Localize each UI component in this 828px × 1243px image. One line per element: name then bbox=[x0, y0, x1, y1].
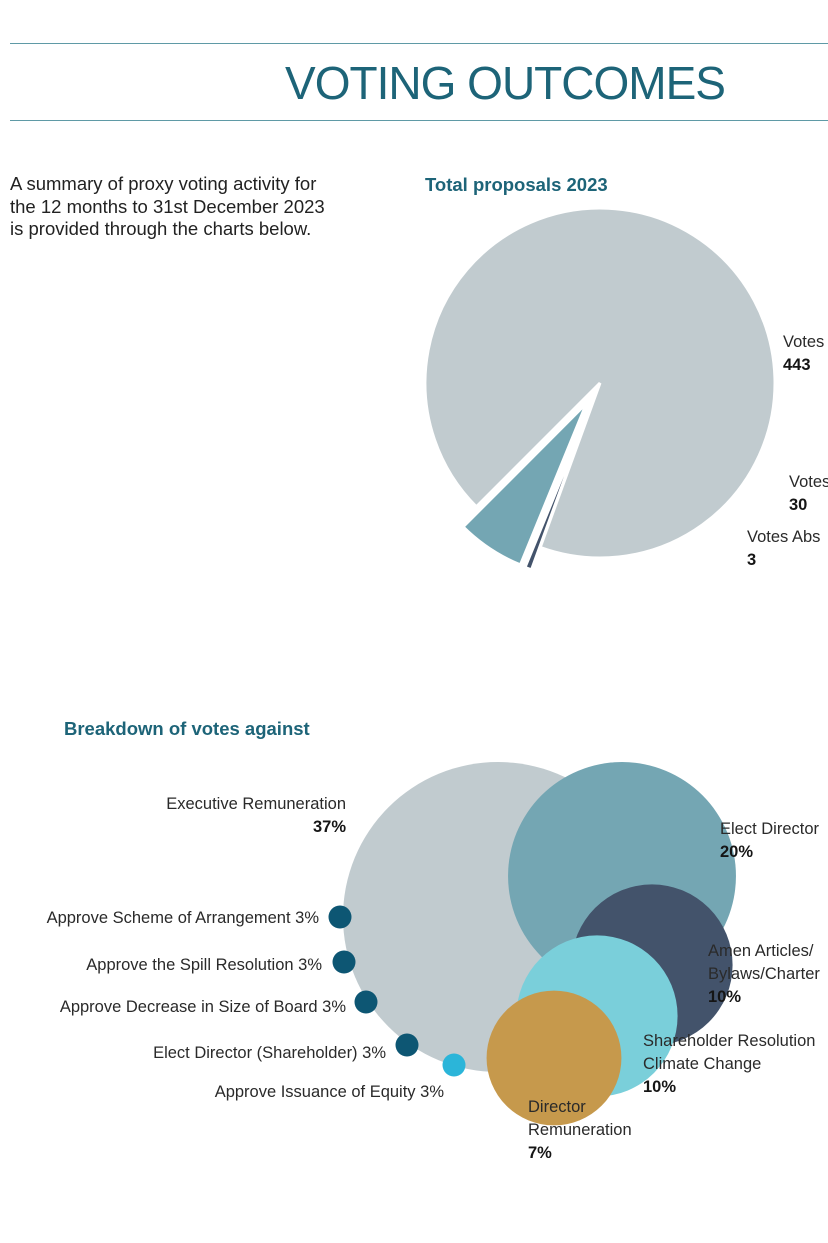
intro-line: the 12 months to 31st December 2023 bbox=[10, 195, 325, 217]
bubble-approve-scheme-of-arrangement bbox=[328, 905, 352, 929]
pie-slice-label: Votes Abs bbox=[747, 528, 820, 546]
top-divider bbox=[10, 43, 828, 44]
bubble-label: Bylaws/Charter bbox=[708, 965, 820, 983]
bubble-director-remuneration bbox=[486, 990, 622, 1126]
pie-chart-title: Total proposals 2023 bbox=[425, 174, 608, 195]
bubble-label: Approve Scheme of Arrangement 3% bbox=[47, 909, 320, 927]
bubble-elect-director-shareholder bbox=[395, 1033, 419, 1057]
bubble-label: Approve Issuance of Equity 3% bbox=[215, 1083, 445, 1101]
bubble-label: Director bbox=[528, 1098, 586, 1116]
pie-slice-value: 3 bbox=[747, 551, 756, 569]
bubble-label: Executive Remuneration bbox=[166, 795, 346, 813]
bubble-value: 10% bbox=[708, 988, 741, 1006]
intro-line: A summary of proxy voting activity for bbox=[10, 173, 317, 194]
bubble-label: Shareholder Resolution bbox=[643, 1032, 815, 1050]
bubble-label: Amen Articles/ bbox=[708, 942, 814, 960]
pie-slice-3 bbox=[523, 404, 593, 572]
pie-slice-2 bbox=[460, 401, 589, 567]
intro-text: A summary of proxy voting activity for t… bbox=[10, 173, 370, 241]
bubble-label: Approve Decrease in Size of Board 3% bbox=[60, 998, 346, 1016]
bubble-label: Approve the Spill Resolution 3% bbox=[86, 956, 322, 974]
bubble-label: Remuneration bbox=[528, 1121, 632, 1139]
pie-slice-label: Votes bbox=[789, 473, 828, 491]
page-title: VOTING OUTCOMES bbox=[285, 57, 726, 109]
pie-slice-1 bbox=[423, 206, 777, 560]
intro-line: is provided through the charts below. bbox=[10, 218, 312, 239]
pie-slice-value: 30 bbox=[789, 496, 807, 514]
pie-slice-value: 443 bbox=[783, 356, 811, 374]
bubble-chart-title: Breakdown of votes against bbox=[64, 718, 310, 739]
bubble-approve-issuance-of-equity bbox=[442, 1053, 466, 1077]
title-divider bbox=[10, 120, 828, 121]
bubble-value: 20% bbox=[720, 843, 753, 861]
bubble-value: 10% bbox=[643, 1078, 676, 1096]
pie-slice-label: Votes bbox=[783, 333, 824, 351]
bubble-approve-the-spill-resolution bbox=[332, 950, 356, 974]
total-proposals-pie-chart: Votes 443 Votes 30 Votes Abs 3 bbox=[423, 206, 828, 572]
bubble-value: 7% bbox=[528, 1144, 552, 1162]
bubble-label: Elect Director (Shareholder) 3% bbox=[153, 1044, 386, 1062]
bubble-value: 37% bbox=[313, 818, 346, 836]
bubble-approve-decrease-in-size-of-board bbox=[354, 990, 378, 1014]
bubble-label: Elect Director bbox=[720, 820, 820, 838]
bubble-label: Climate Change bbox=[643, 1055, 761, 1073]
